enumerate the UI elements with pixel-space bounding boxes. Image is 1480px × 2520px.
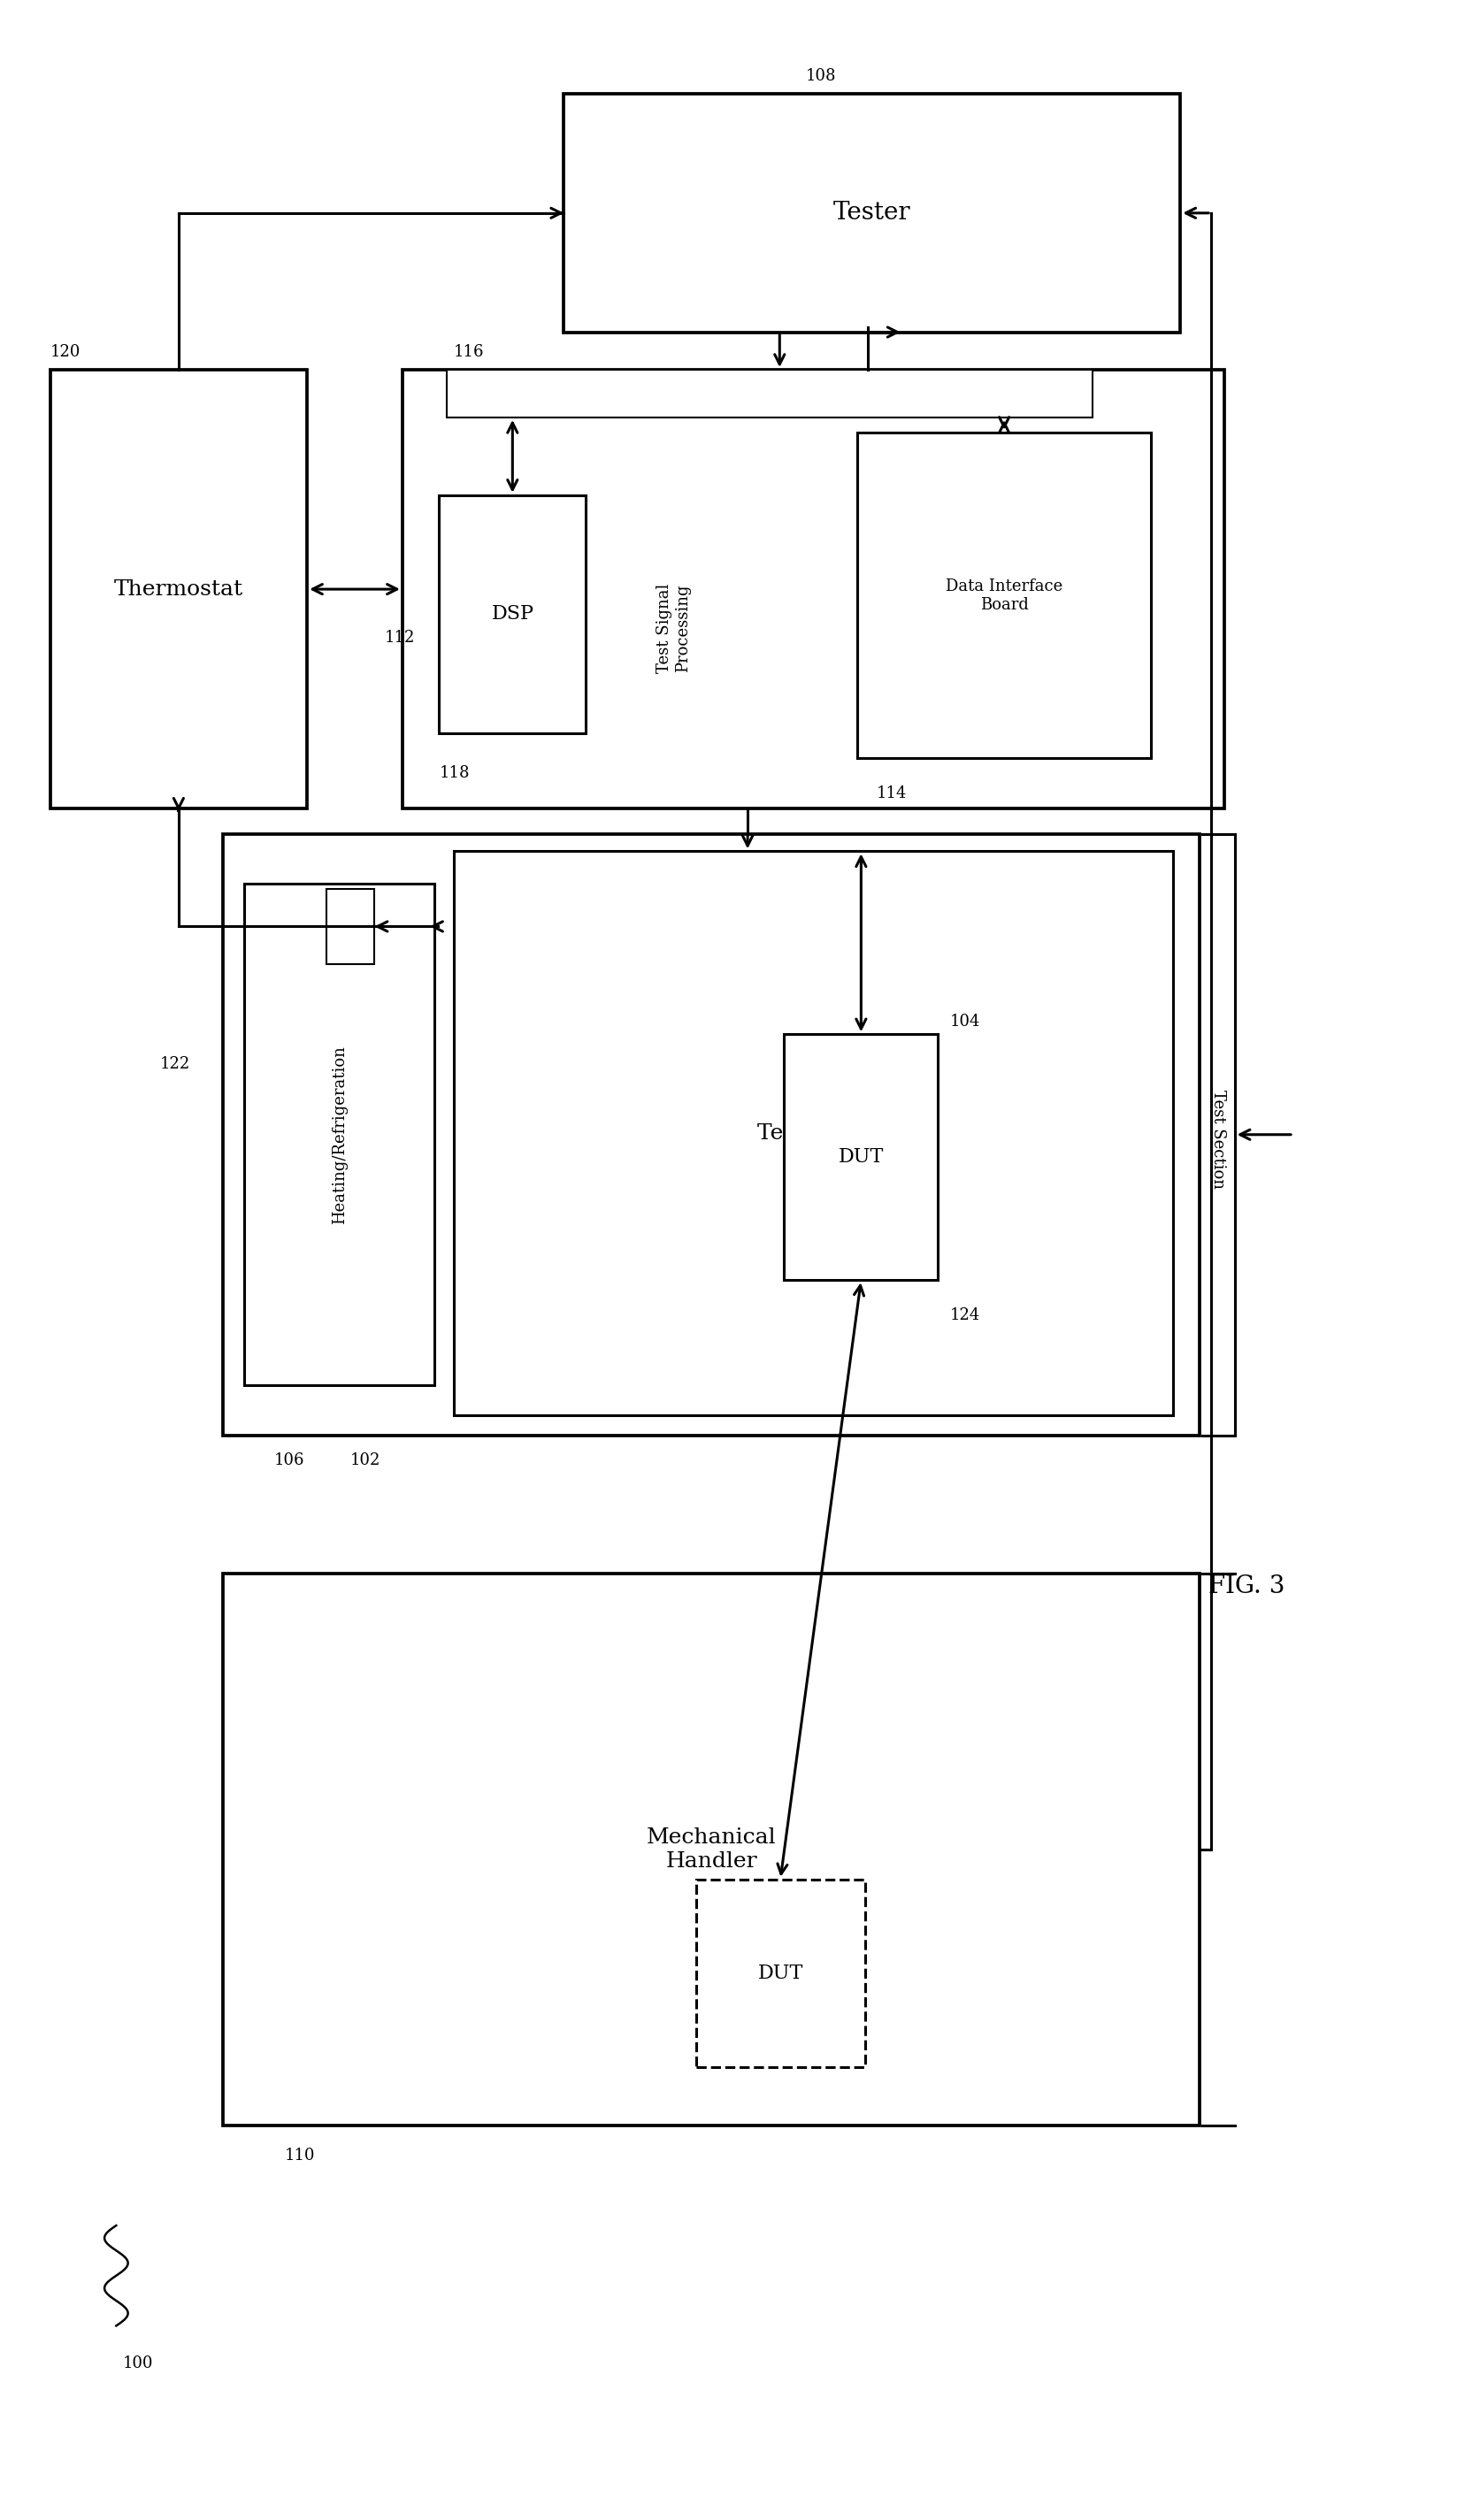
- Text: 108: 108: [807, 68, 836, 83]
- Bar: [440, 494, 586, 733]
- Text: Thermostat: Thermostat: [114, 580, 243, 600]
- Text: 104: 104: [950, 1013, 980, 1031]
- Text: 120: 120: [50, 345, 80, 360]
- Bar: [784, 1033, 938, 1280]
- Text: DSP: DSP: [491, 605, 534, 625]
- Text: DUT: DUT: [758, 1963, 804, 1983]
- Text: FIG. 3: FIG. 3: [1208, 1575, 1285, 1598]
- Bar: [857, 433, 1151, 759]
- Bar: [403, 370, 1224, 809]
- Bar: [564, 93, 1181, 333]
- Text: 102: 102: [351, 1452, 380, 1469]
- Text: Heating/Refrigeration: Heating/Refrigeration: [332, 1046, 348, 1225]
- Text: Test Section: Test Section: [1211, 1091, 1227, 1189]
- Text: 124: 124: [950, 1308, 980, 1323]
- Text: 106: 106: [274, 1452, 305, 1469]
- Text: Mechanical
Handler: Mechanical Handler: [647, 1827, 776, 1872]
- Text: Test Head: Test Head: [756, 1124, 870, 1144]
- Bar: [326, 890, 374, 965]
- Text: Tester: Tester: [833, 202, 910, 224]
- Bar: [696, 1880, 864, 2066]
- Bar: [447, 370, 1092, 418]
- Bar: [223, 1572, 1199, 2124]
- Text: 122: 122: [160, 1056, 189, 1074]
- Bar: [50, 370, 306, 809]
- Text: 118: 118: [440, 766, 469, 781]
- Text: Data Interface
Board: Data Interface Board: [946, 577, 1063, 612]
- Text: 110: 110: [284, 2147, 315, 2162]
- Text: 112: 112: [385, 630, 416, 645]
- Bar: [223, 834, 1199, 1436]
- Bar: [454, 852, 1174, 1416]
- Text: 114: 114: [876, 786, 907, 801]
- Text: DUT: DUT: [838, 1147, 884, 1167]
- Text: 100: 100: [123, 2356, 154, 2371]
- Text: 116: 116: [454, 345, 484, 360]
- Bar: [244, 885, 435, 1386]
- Text: Test Signal
Processing: Test Signal Processing: [657, 582, 691, 673]
